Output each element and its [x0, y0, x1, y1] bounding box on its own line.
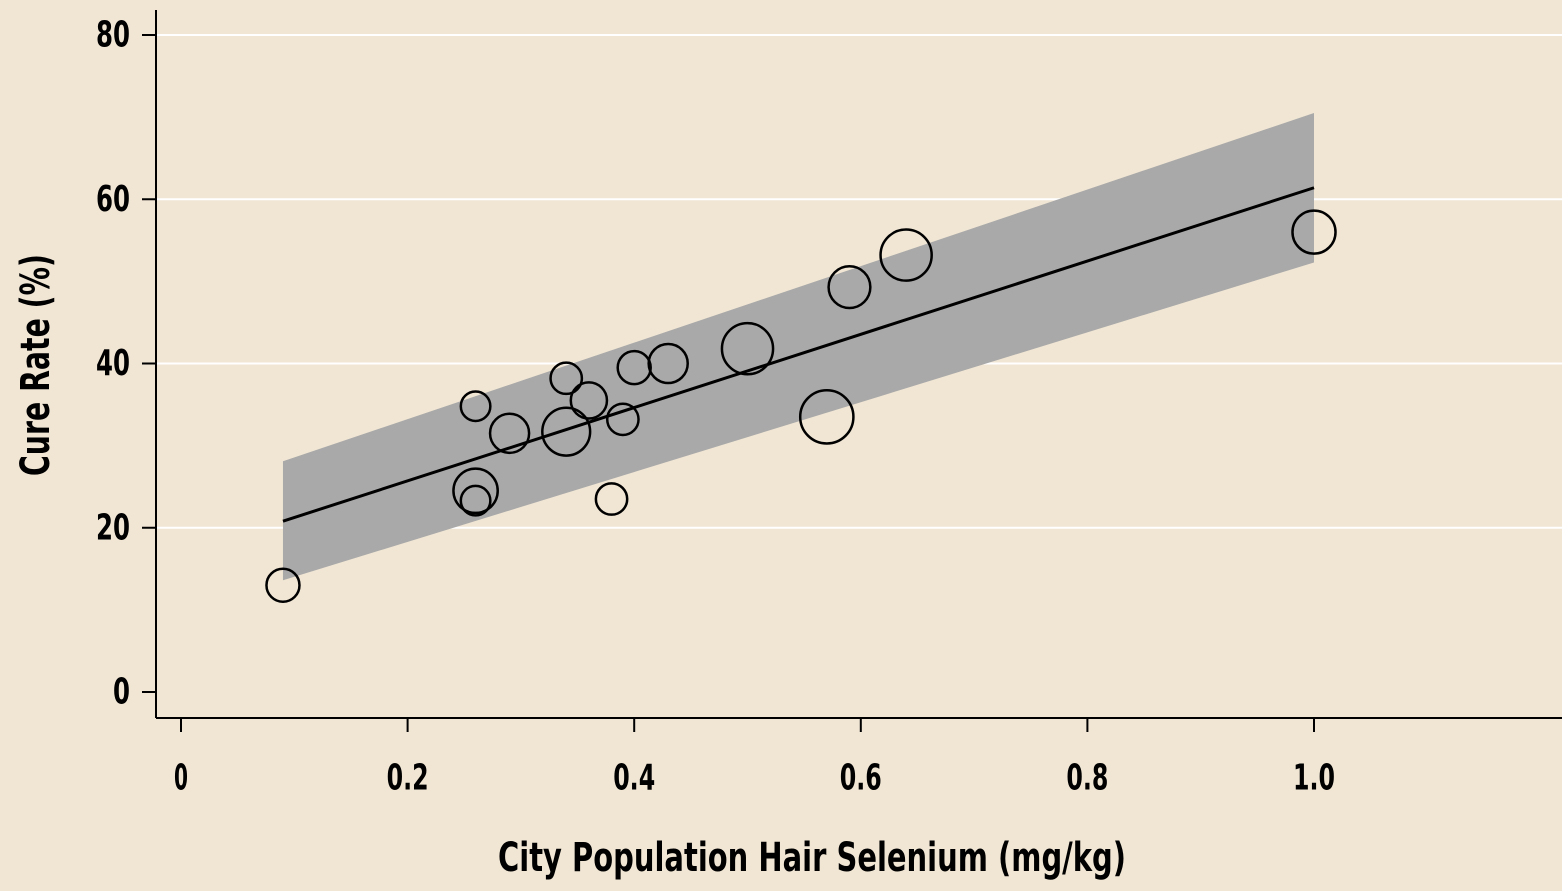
fit-line	[282, 186, 1315, 523]
data-point	[720, 321, 775, 376]
data-point	[605, 402, 640, 437]
x-tick-label: 0.2	[387, 758, 429, 799]
data-point	[647, 342, 689, 385]
y-tick-label: 0	[113, 672, 130, 713]
y-axis-title: Cure Rate (%)	[13, 254, 59, 476]
data-point	[827, 265, 872, 310]
data-point	[569, 381, 609, 420]
y-tick-label: 20	[96, 507, 130, 548]
x-tick-label: 0	[174, 758, 188, 799]
data-point	[459, 390, 492, 423]
data-point	[1291, 209, 1337, 255]
grid-lines	[157, 34, 1562, 529]
y-axis-ticks: 0 20 40 60 80	[96, 15, 156, 713]
x-axis-title: City Population Hair Selenium (mg/kg)	[498, 835, 1126, 881]
data-point	[459, 484, 492, 517]
y-tick-label: 40	[96, 343, 130, 384]
data-point	[798, 389, 855, 445]
x-tick-label: 0.6	[840, 758, 882, 799]
data-point	[594, 482, 629, 516]
x-tick-label: 0.4	[613, 758, 655, 799]
data-point	[488, 412, 531, 455]
y-tick-label: 60	[96, 179, 130, 220]
data-point	[616, 349, 652, 386]
data-point	[541, 406, 592, 457]
x-tick-label: 1.0	[1293, 758, 1335, 799]
confidence-band	[282, 113, 1315, 581]
data-point	[265, 567, 301, 603]
data-point	[549, 361, 584, 396]
x-axis-ticks: 0 0.2 0.4 0.6 0.8 1.0	[174, 718, 1335, 799]
x-tick-label: 0.8	[1066, 758, 1108, 799]
data-points	[265, 209, 1337, 603]
data-point	[452, 467, 499, 515]
y-tick-label: 80	[96, 15, 130, 56]
data-point	[879, 228, 933, 282]
